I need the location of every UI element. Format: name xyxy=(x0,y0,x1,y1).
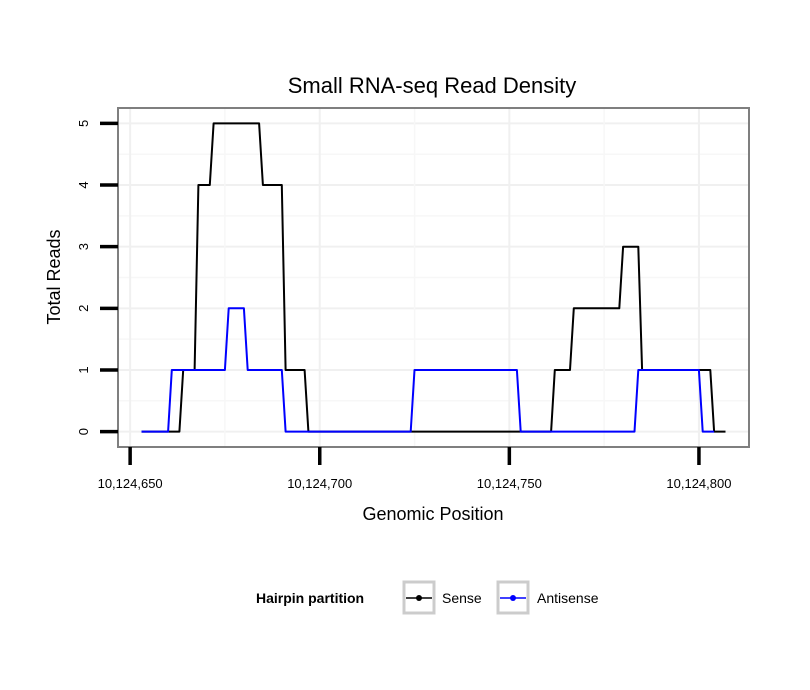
y-tick-label: 0 xyxy=(76,428,91,435)
series-lines xyxy=(141,122,726,433)
x-tick-label: 10,124,800 xyxy=(666,476,731,491)
legend-dot-sense xyxy=(416,595,422,601)
x-axis: 10,124,650 10,124,700 10,124,750 10,124,800 xyxy=(98,447,731,491)
legend-label-antisense: Antisense xyxy=(537,590,599,606)
plot-border xyxy=(117,107,750,448)
legend-label-sense: Sense xyxy=(442,590,482,606)
y-tick-label: 3 xyxy=(76,243,91,250)
x-tick-label: 10,124,700 xyxy=(287,476,352,491)
legend: Hairpin partition Sense Antisense xyxy=(256,580,599,615)
x-tick-label: 10,124,750 xyxy=(477,476,542,491)
y-axis: 0 1 2 3 4 5 xyxy=(76,120,118,435)
y-tick-label: 1 xyxy=(76,366,91,373)
y-axis-title: Total Reads xyxy=(44,229,64,324)
chart-title: Small RNA-seq Read Density xyxy=(288,73,577,98)
x-axis-title: Genomic Position xyxy=(362,504,503,524)
legend-dot-antisense xyxy=(510,595,516,601)
x-tick-label: 10,124,650 xyxy=(98,476,163,491)
y-tick-label: 2 xyxy=(76,305,91,312)
legend-title: Hairpin partition xyxy=(256,590,364,606)
series-line-antisense xyxy=(141,307,715,433)
y-tick-label: 5 xyxy=(76,120,91,127)
y-tick-label: 4 xyxy=(76,181,91,188)
grid xyxy=(118,108,749,447)
series-line-sense xyxy=(141,122,726,433)
